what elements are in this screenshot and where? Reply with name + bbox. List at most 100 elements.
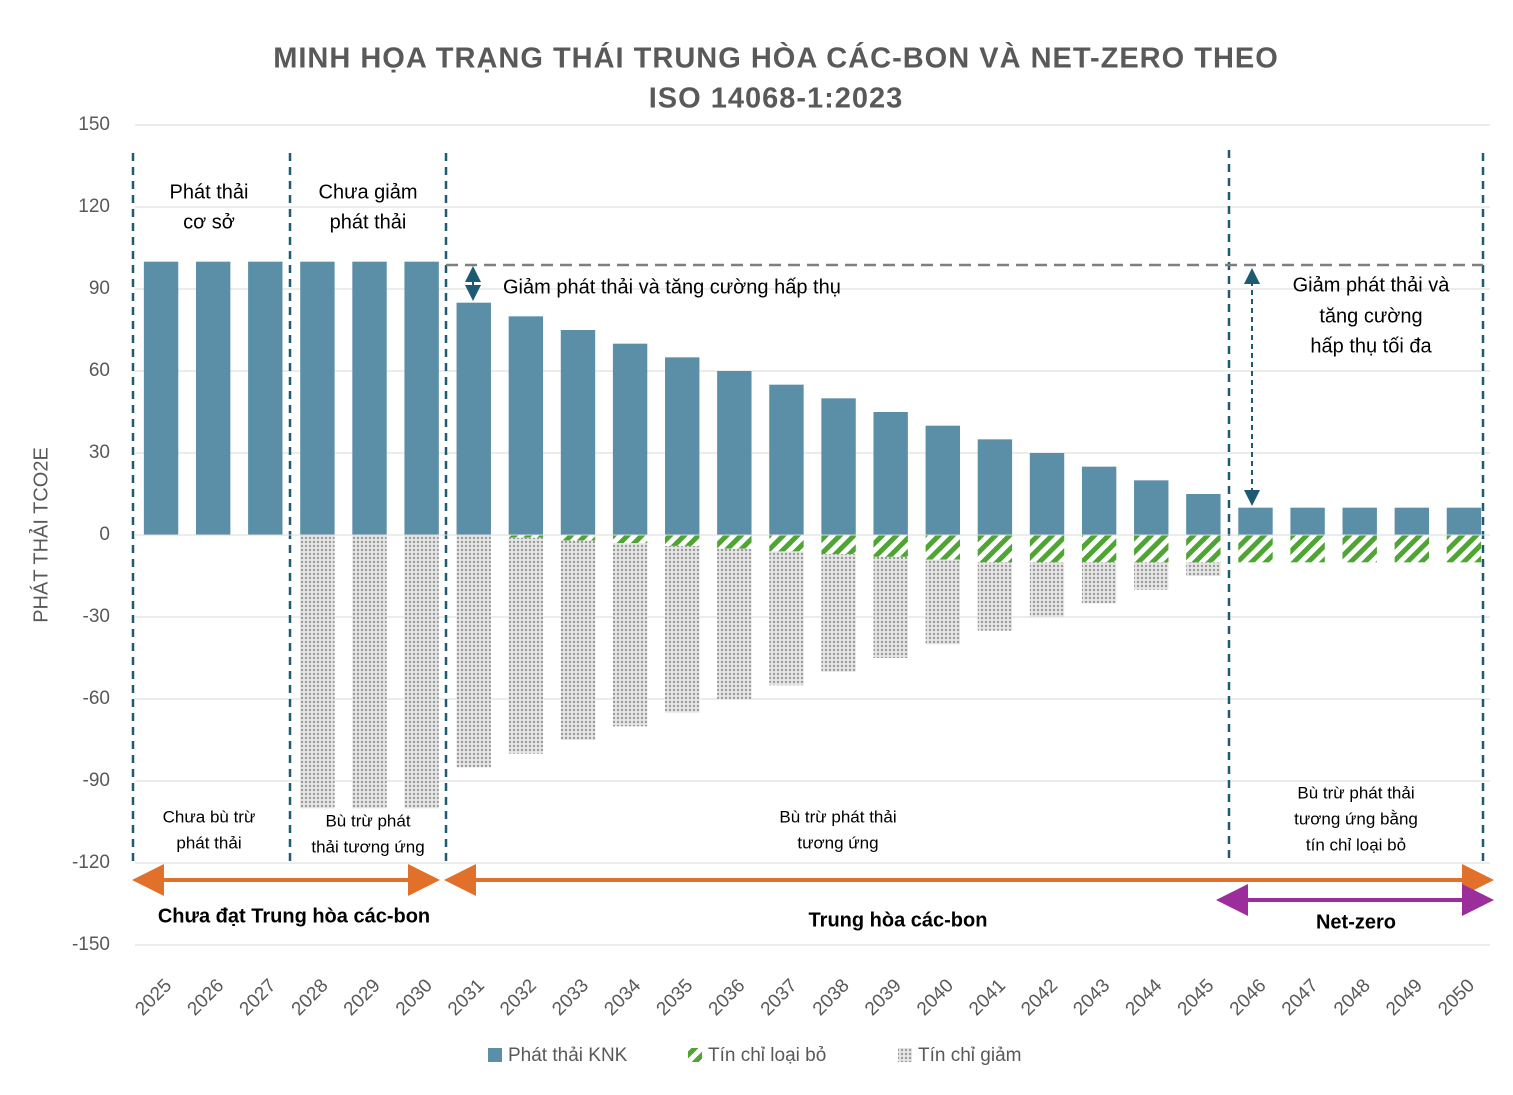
bar-segment xyxy=(925,425,960,535)
x-tick-label: 2025 xyxy=(131,975,176,1020)
bar-segment xyxy=(300,535,335,809)
bar-segment xyxy=(1290,535,1325,563)
x-tick-label: 2040 xyxy=(913,975,958,1020)
bar-segment xyxy=(456,535,491,768)
bar-segment xyxy=(1342,507,1377,535)
x-tick-label: 2034 xyxy=(600,975,645,1020)
annotation: Bù trừ phát thải xyxy=(1297,783,1414,802)
annotation: Giảm phát thải và xyxy=(1293,274,1451,296)
bar-segment xyxy=(143,261,179,535)
phase-lines xyxy=(131,150,1485,862)
bar-segment xyxy=(612,535,648,544)
bar-segment xyxy=(1134,480,1169,535)
bar-segment xyxy=(925,559,960,645)
annotation: hấp thụ tối đa xyxy=(1310,335,1432,357)
bar-segment xyxy=(717,548,752,699)
bar-segment xyxy=(195,261,231,535)
y-tick-label: -60 xyxy=(83,688,110,709)
bar-segment xyxy=(1029,453,1065,535)
y-tick-label: 0 xyxy=(99,524,110,545)
bar-segment xyxy=(508,537,544,754)
bar-segment xyxy=(1394,507,1430,535)
x-tick-label: 2026 xyxy=(184,975,229,1020)
bar-segment xyxy=(560,535,596,541)
bar-segment xyxy=(612,543,648,727)
x-tick-label: 2027 xyxy=(236,975,281,1020)
phase-label: Net-zero xyxy=(1316,911,1396,933)
x-tick-label: 2035 xyxy=(653,975,698,1020)
bar-segment xyxy=(1029,562,1065,617)
x-tick-label: 2032 xyxy=(496,975,541,1020)
bar-segment xyxy=(1029,535,1065,563)
x-tick-label: 2049 xyxy=(1382,975,1427,1020)
bar-segment xyxy=(821,535,856,555)
bar-segment xyxy=(248,261,283,535)
x-tick-label: 2029 xyxy=(340,975,385,1020)
bar-segment xyxy=(1186,494,1221,535)
bar-segment xyxy=(717,535,752,549)
bar-segment xyxy=(873,556,908,658)
x-tick-label: 2038 xyxy=(809,975,854,1020)
bar-segment xyxy=(769,535,804,552)
bar-segment xyxy=(508,535,544,538)
bar-segment xyxy=(665,535,700,546)
bar-segment xyxy=(352,261,387,535)
x-tick-label: 2047 xyxy=(1278,975,1323,1020)
bar-segment xyxy=(821,554,856,672)
bar-segment xyxy=(1342,535,1377,563)
annotation: Chưa giảm xyxy=(319,181,418,203)
y-tick-label: 60 xyxy=(89,360,110,381)
bar-segment xyxy=(873,535,908,557)
x-tick-label: 2046 xyxy=(1226,975,1271,1020)
legend-swatch xyxy=(488,1048,502,1062)
annotation: thải tương ứng xyxy=(311,837,424,856)
bar-segment xyxy=(508,316,544,535)
x-tick-label: 2041 xyxy=(965,975,1010,1020)
bar-segment xyxy=(1081,562,1117,604)
annotation: tương ứng bằng xyxy=(1294,809,1418,828)
phase-label: Chưa đạt Trung hòa các-bon xyxy=(158,905,430,927)
bar-segment xyxy=(1238,507,1273,535)
x-tick-label: 2039 xyxy=(861,975,906,1020)
x-tick-label: 2031 xyxy=(444,975,489,1020)
x-tick-label: 2028 xyxy=(288,975,333,1020)
annotation: Chưa bù trừ xyxy=(163,807,256,826)
bar-segment xyxy=(1134,535,1169,563)
bar-segment xyxy=(1446,507,1482,535)
x-tick-label: 2048 xyxy=(1330,975,1375,1020)
annotation: Giảm phát thải và tăng cường hấp thụ xyxy=(503,276,841,298)
x-tick-label: 2033 xyxy=(548,975,593,1020)
bar-segment xyxy=(1081,535,1117,563)
bar-segment xyxy=(1081,466,1117,535)
y-tick-label: 120 xyxy=(78,196,110,217)
bar-segment xyxy=(300,261,335,535)
x-tick-label: 2045 xyxy=(1174,975,1219,1020)
legend-label: Tín chỉ loại bỏ xyxy=(708,1045,826,1066)
x-tick-label: 2030 xyxy=(392,975,437,1020)
y-tick-label: -150 xyxy=(72,934,110,955)
bar-segment xyxy=(769,384,804,535)
annotation: Bù trừ phát xyxy=(325,811,410,830)
bar-segment xyxy=(456,302,491,535)
bar-segment xyxy=(404,535,439,809)
bar-segment xyxy=(821,398,856,535)
annotation: tăng cường xyxy=(1319,305,1422,327)
bar-segment xyxy=(977,535,1013,563)
legend-label: Tín chỉ giảm xyxy=(918,1045,1021,1066)
annotation: phát thải xyxy=(330,211,407,233)
bar-segment xyxy=(1446,535,1482,563)
bar-segment xyxy=(665,357,700,535)
x-tick-label: 2037 xyxy=(757,975,802,1020)
x-tick-label: 2036 xyxy=(705,975,750,1020)
bar-segment xyxy=(1186,535,1221,563)
annotation: tín chỉ loại bỏ xyxy=(1306,835,1406,854)
y-tick-label: 150 xyxy=(78,114,110,135)
bar-segment xyxy=(665,545,700,713)
bar-segment xyxy=(1238,535,1273,563)
bar-segment xyxy=(769,551,804,686)
bar-segment xyxy=(1186,562,1221,576)
bar-segment xyxy=(925,535,960,560)
bar-segment xyxy=(560,330,596,535)
x-tick-label: 2044 xyxy=(1122,975,1167,1020)
bar-segment xyxy=(873,412,908,535)
